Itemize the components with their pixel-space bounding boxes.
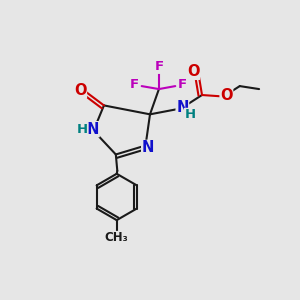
Text: O: O bbox=[74, 83, 86, 98]
Text: N: N bbox=[176, 100, 189, 115]
Text: F: F bbox=[130, 78, 139, 91]
Text: N: N bbox=[87, 122, 99, 137]
Text: F: F bbox=[178, 78, 187, 91]
Text: H: H bbox=[184, 108, 196, 122]
Text: O: O bbox=[187, 64, 199, 79]
Text: O: O bbox=[220, 88, 232, 103]
Text: N: N bbox=[142, 140, 154, 155]
Text: H: H bbox=[77, 123, 88, 136]
Text: F: F bbox=[155, 60, 164, 73]
Text: CH₃: CH₃ bbox=[105, 232, 129, 244]
